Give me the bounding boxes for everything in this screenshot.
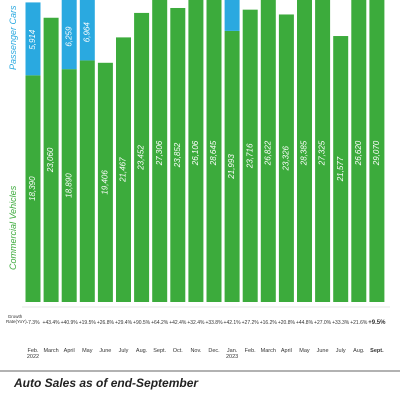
value-label: 28,385 <box>300 140 309 166</box>
bar-segment <box>116 37 131 302</box>
bar-segment <box>260 0 276 302</box>
bar-segment <box>43 17 59 302</box>
growth-rate: -7.3% <box>26 320 40 326</box>
growth-rate: +21.6% <box>350 320 368 326</box>
value-label: 18,390 <box>28 176 37 201</box>
x-tick-label: Sept. <box>370 348 384 354</box>
growth-rate: +19.5% <box>78 320 96 326</box>
x-tick-label: April <box>63 348 75 354</box>
bar-segment <box>188 0 204 302</box>
growth-rate: +42.1% <box>223 320 241 326</box>
growth-rate: +27.2% <box>241 320 259 326</box>
x-tick-label: Nov. <box>190 348 202 354</box>
value-label: 27,325 <box>318 140 327 166</box>
x-tick-label: June <box>316 348 329 354</box>
bar-segment <box>351 0 367 302</box>
value-label: 23,716 <box>245 143 254 169</box>
bar-segment <box>278 14 294 302</box>
growth-rate: +90.5% <box>133 320 151 326</box>
x-tick-label: Sept. <box>153 348 167 354</box>
bar-segment <box>61 69 77 302</box>
legend-entry: Passenger Cars <box>8 5 18 70</box>
value-label: 21,467 <box>119 157 128 183</box>
growth-rate: +16.2% <box>259 320 277 326</box>
growth-label: Growth Rate(YoY) <box>6 314 27 324</box>
growth-rate: +26.8% <box>96 320 114 326</box>
growth-rate: +9.5% <box>368 320 386 326</box>
bar-segment <box>61 0 77 70</box>
value-label: 6,964 <box>82 22 91 43</box>
growth-rate: +33.8% <box>205 320 223 326</box>
x-tick-label: Aug. <box>135 348 148 354</box>
x-tick-label: Dec. <box>208 348 220 354</box>
growth-rate: +43.4% <box>42 320 60 326</box>
value-label: 27,306 <box>155 140 164 166</box>
x-tick-label: July <box>118 348 129 354</box>
value-label: 21,993 <box>227 154 236 180</box>
x-tick-label: Aug. <box>353 348 365 354</box>
x-tick-label: May <box>82 348 93 354</box>
value-label: 23,452 <box>137 145 146 171</box>
x-tick-label: Jan. 2023 <box>225 348 239 360</box>
x-tick-label: May <box>299 348 310 354</box>
bar-segment <box>297 0 312 302</box>
x-tick-label: Feb. <box>244 348 256 354</box>
bar-segment <box>79 0 95 61</box>
subtitle: Auto Sales as of end-September <box>14 376 199 390</box>
bar-segment <box>224 30 240 302</box>
x-tick-label: March <box>260 348 276 354</box>
bar-segment <box>134 12 150 302</box>
x-tick-label: July <box>335 348 346 354</box>
bar-segment <box>97 62 113 302</box>
growth-rate: +33.3% <box>332 320 350 326</box>
value-label: 26,106 <box>191 140 200 166</box>
growth-rate: +32.4% <box>187 320 205 326</box>
growth-rate: +20.8% <box>277 320 295 326</box>
bar-segment <box>170 7 186 302</box>
value-label: 29,070 <box>372 140 381 166</box>
x-tick-label: Feb. 2022 <box>26 348 40 360</box>
growth-rate: +40.9% <box>60 320 78 326</box>
value-label: 26,822 <box>263 140 272 166</box>
growth-rate: +42.4% <box>169 320 187 326</box>
value-label: 19,406 <box>101 170 110 195</box>
x-tick-label: April <box>280 348 292 354</box>
bars <box>25 0 385 302</box>
value-label: 23,852 <box>173 142 182 168</box>
x-tick-label: June <box>99 348 112 354</box>
growth-rate: +29.4% <box>114 320 133 326</box>
bar-segment <box>224 0 240 31</box>
value-label: 23,326 <box>282 145 291 171</box>
bar-segment <box>25 75 41 302</box>
value-label: 26,620 <box>354 140 363 166</box>
bar-segment <box>369 0 385 302</box>
growth-rate: +44.8% <box>295 320 314 326</box>
growth-rate: +27.0% <box>314 320 332 326</box>
bar-segment <box>25 2 41 76</box>
x-tick-label: March <box>43 348 59 354</box>
bar-segment <box>315 0 331 302</box>
value-label: 23,060 <box>46 147 55 173</box>
value-label: 6,259 <box>64 26 73 47</box>
value-label: 21,577 <box>336 156 345 182</box>
bar-segment <box>152 0 168 302</box>
bar-segment <box>79 60 95 302</box>
value-label: 5,914 <box>28 29 37 50</box>
x-tick-label: Oct. <box>172 348 183 354</box>
value-label: 28,645 <box>209 140 218 166</box>
bar-segment <box>242 9 258 302</box>
bar-segment <box>333 36 349 302</box>
growth-rate: +64.2% <box>151 320 169 326</box>
value-label: 18,890 <box>64 173 73 198</box>
bar-segment <box>206 0 222 302</box>
legend-entry: Commercial Vehicles <box>8 185 18 270</box>
